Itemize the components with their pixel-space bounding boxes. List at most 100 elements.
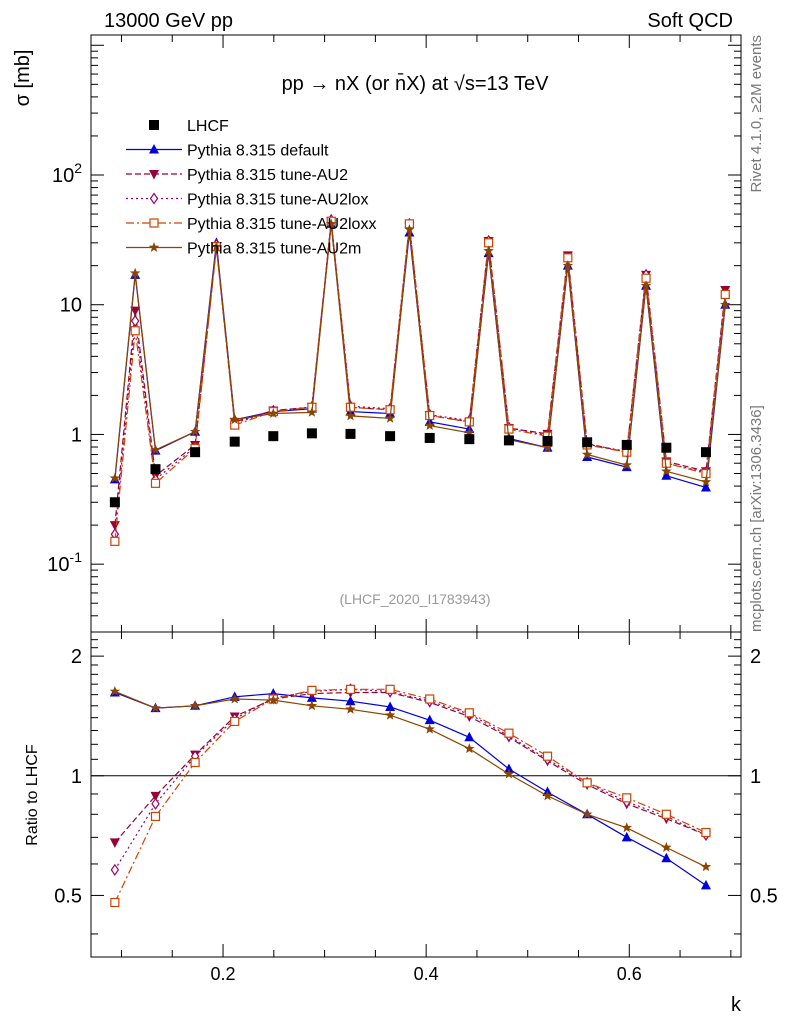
ratio-point-au2loxx xyxy=(661,809,671,819)
series-au2loxx xyxy=(110,216,730,546)
ratio-tick-label: 2 xyxy=(71,646,82,668)
data-point-lhcf xyxy=(424,432,435,443)
header-right: Soft QCD xyxy=(647,10,733,32)
data-point-lhcf xyxy=(621,439,632,450)
ratio-point-au2m xyxy=(621,822,632,833)
series-line-au2lox xyxy=(114,219,726,535)
analysis-label: (LHCF_2020_I1783943) xyxy=(340,591,491,607)
point-au2 xyxy=(130,306,141,317)
ratio-point-au2m xyxy=(268,694,279,705)
ratio-tick-label-right: 2 xyxy=(750,646,761,668)
ratio-point-au2lox xyxy=(110,863,120,876)
ratio-point-au2loxx xyxy=(701,827,711,838)
legend-label: Pythia 8.315 tune-AU2m xyxy=(187,241,361,258)
point-au2m xyxy=(581,449,593,459)
ratio-point-default xyxy=(621,831,632,842)
point-au2m xyxy=(189,426,201,437)
point-default xyxy=(661,470,672,480)
point-au2m xyxy=(700,476,712,487)
ratio-point-au2m xyxy=(700,861,712,872)
point-au2m xyxy=(109,472,121,483)
point-au2loxx xyxy=(130,326,140,336)
ratio-line-au2m xyxy=(114,690,707,868)
legend-label: Pythia 8.315 tune-AU2 xyxy=(187,167,348,184)
ratio-axis-label: Ratio to LHCF xyxy=(24,744,41,846)
data-point-lhcf xyxy=(503,435,514,446)
data-point-lhcf xyxy=(190,447,201,458)
data-point-lhcf xyxy=(582,437,593,448)
point-au2m xyxy=(345,410,356,421)
legend-entry-au2lox: Pythia 8.315 tune-AU2lox xyxy=(126,192,368,209)
ratio-point-au2m xyxy=(150,702,161,713)
series-line-au2m xyxy=(114,223,726,483)
x-tick-label: 0.4 xyxy=(414,964,439,984)
ratio-point-default xyxy=(661,852,672,863)
y-tick-label: 10-1 xyxy=(47,549,82,576)
series-lhcf xyxy=(109,428,711,508)
mcplots-label: mcplots.cern.ch [arXiv:1306.3436] xyxy=(748,405,765,632)
y-axis-label: σ [mb] xyxy=(12,50,34,107)
legend-entry-lhcf: LHCF xyxy=(149,118,229,135)
ratio-point-default xyxy=(385,701,396,711)
ratio-line-au2loxx xyxy=(114,688,707,903)
point-au2m xyxy=(661,465,672,476)
data-point-lhcf xyxy=(700,447,711,458)
data-point-lhcf xyxy=(464,434,475,445)
legend-label: Pythia 8.315 tune-AU2lox xyxy=(187,192,368,209)
data-point-lhcf xyxy=(345,428,356,439)
ratio-point-au2loxx xyxy=(150,811,161,822)
chart-title: pp → nX (or n̄X) at √s=13 TeV xyxy=(282,72,550,95)
y-tick-label: 10 xyxy=(60,295,82,317)
ratio-point-au2loxx xyxy=(190,757,200,768)
ratio-point-default xyxy=(503,763,514,774)
ratio-plot-frame xyxy=(90,631,742,958)
legend-entry-au2: Pythia 8.315 tune-AU2 xyxy=(126,167,348,184)
ratio-point-au2loxx xyxy=(582,778,592,788)
ratio-series-au2m xyxy=(109,685,712,872)
main-series-group xyxy=(109,213,731,546)
point-au2loxx xyxy=(701,468,711,479)
data-point-lhcf xyxy=(109,497,120,508)
point-au2loxx xyxy=(425,410,435,421)
point-au2loxx xyxy=(464,417,474,427)
ratio-series-group xyxy=(109,683,712,908)
ratio-series-au2loxx xyxy=(110,684,711,908)
ratio-point-au2m xyxy=(109,685,121,696)
data-point-lhcf xyxy=(150,464,161,475)
series-line-au2loxx xyxy=(114,221,726,542)
ratio-tick-label: 0.5 xyxy=(54,885,82,907)
legend-marker-au2lox xyxy=(149,192,159,205)
point-au2m xyxy=(229,414,240,425)
legend-label: Pythia 8.315 default xyxy=(187,143,329,160)
ratio-point-au2 xyxy=(150,791,161,802)
header-left: 13000 GeV pp xyxy=(104,10,233,32)
legend-marker-au2loxx xyxy=(149,218,159,228)
point-au2 xyxy=(109,521,120,531)
data-point-lhcf xyxy=(229,436,240,447)
legend-marker-au2m xyxy=(148,242,160,252)
ratio-line-au2 xyxy=(114,691,707,843)
ratio-point-au2m xyxy=(424,723,435,734)
point-au2loxx xyxy=(150,478,161,488)
point-au2m xyxy=(424,420,435,431)
legend-label: LHCF xyxy=(187,118,229,135)
x-tick-label: 0.2 xyxy=(211,964,236,984)
point-au2m xyxy=(542,442,553,453)
ratio-point-au2m xyxy=(464,743,475,754)
ratio-point-au2loxx xyxy=(345,684,356,694)
ratio-axis-ticks: 0.2 0.4 0.6 0.5 0.5 1 1 2 2 xyxy=(54,632,778,984)
y-tick-label: 1 xyxy=(71,424,82,446)
ratio-point-au2loxx xyxy=(110,897,120,908)
ratio-point-au2m xyxy=(345,703,356,714)
ratio-point-au2lox xyxy=(151,797,160,810)
ratio-point-au2m xyxy=(581,808,593,819)
ratio-point-default xyxy=(700,879,711,890)
ratio-point-au2loxx xyxy=(622,793,632,803)
ratio-series-default xyxy=(109,687,711,890)
rivet-label: Rivet 4.1.0, ≥2M events xyxy=(748,35,765,192)
legend-marker-default xyxy=(149,144,159,154)
point-au2lox xyxy=(130,314,140,327)
ratio-point-default xyxy=(345,695,356,706)
ratio-point-au2loxx xyxy=(230,716,240,727)
